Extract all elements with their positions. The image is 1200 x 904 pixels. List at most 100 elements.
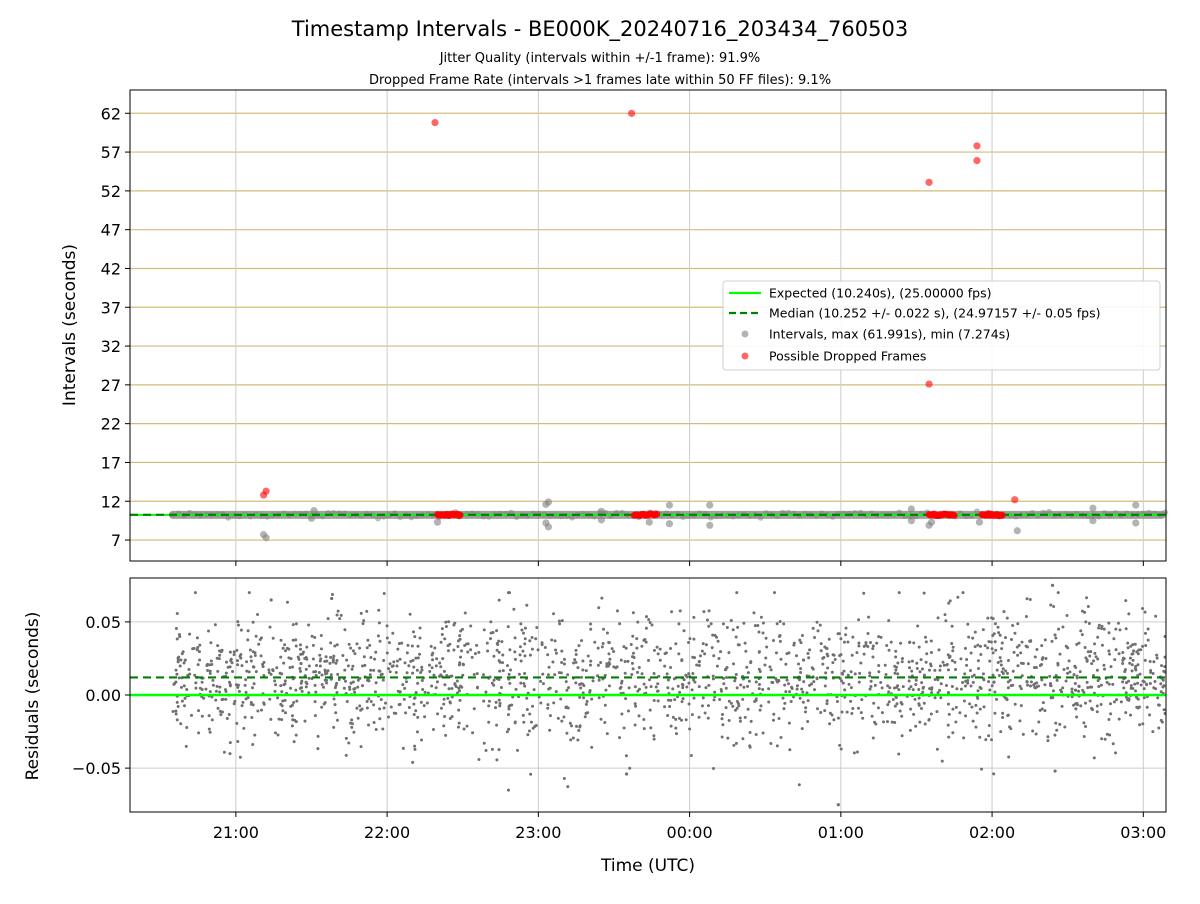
residual-point	[887, 648, 891, 652]
residual-point	[256, 709, 260, 713]
residual-point	[990, 616, 994, 620]
residual-point	[669, 646, 673, 650]
residual-point	[416, 715, 420, 719]
residual-point	[1082, 721, 1086, 725]
dropped-frame-point	[456, 511, 464, 519]
residual-point	[553, 639, 557, 643]
residual-point	[413, 747, 417, 751]
residual-point	[303, 674, 307, 678]
residual-point	[954, 720, 958, 724]
residual-point	[585, 699, 589, 703]
residual-point	[771, 639, 775, 643]
residual-point	[1079, 704, 1083, 708]
residual-point	[688, 727, 692, 731]
residual-point	[757, 650, 761, 654]
residual-point	[798, 678, 802, 682]
residual-point	[394, 671, 398, 675]
residual-point	[1126, 641, 1130, 645]
residual-point	[908, 728, 912, 732]
residual-point	[678, 690, 682, 694]
residual-point	[1029, 684, 1033, 688]
residual-point	[252, 665, 256, 669]
residual-point	[656, 682, 660, 686]
residual-point	[978, 644, 982, 648]
residual-point	[447, 620, 451, 624]
residual-point	[1159, 682, 1163, 686]
residual-point	[837, 632, 841, 636]
residual-point	[566, 785, 570, 789]
residual-point	[416, 681, 420, 685]
residual-point	[515, 748, 519, 752]
residual-point	[271, 668, 275, 672]
residual-point	[825, 702, 829, 706]
residual-point	[291, 718, 295, 722]
residual-point	[627, 686, 631, 690]
residual-point	[179, 685, 183, 689]
residual-point	[177, 655, 181, 659]
interval-point	[757, 514, 764, 521]
residual-point	[1065, 671, 1069, 675]
residual-point	[514, 687, 518, 691]
residual-point	[778, 620, 782, 624]
residual-point	[320, 705, 324, 709]
residual-point	[307, 664, 311, 668]
residual-point	[461, 673, 465, 677]
residual-point	[998, 633, 1002, 637]
residual-point	[457, 686, 461, 690]
residual-point	[748, 730, 752, 734]
residual-point	[924, 660, 928, 664]
residual-point	[871, 736, 875, 740]
residual-point	[1005, 616, 1009, 620]
residual-point	[739, 683, 743, 687]
residual-point	[317, 670, 321, 674]
residual-point	[919, 658, 923, 662]
dropped-frame-point	[431, 118, 439, 127]
residual-point	[946, 723, 950, 727]
residual-point	[482, 628, 486, 632]
residual-point	[642, 727, 646, 731]
residual-point	[236, 663, 240, 667]
residual-point	[821, 662, 825, 666]
residual-point	[179, 658, 183, 662]
residual-point	[213, 623, 217, 627]
residual-point	[495, 648, 499, 652]
residual-point	[1016, 653, 1020, 657]
residual-point	[216, 706, 220, 710]
residual-point	[236, 740, 240, 744]
residual-point	[539, 701, 543, 705]
residual-point	[807, 656, 811, 660]
residual-point	[626, 709, 630, 713]
residual-point	[757, 630, 761, 634]
residual-point	[253, 733, 257, 737]
residual-point	[254, 634, 258, 638]
residual-point	[457, 689, 461, 693]
residual-point	[1162, 669, 1166, 673]
residual-point	[692, 637, 696, 641]
residual-point	[343, 679, 347, 683]
residual-point	[608, 657, 612, 661]
residual-point	[319, 647, 323, 651]
residual-point	[894, 655, 898, 659]
residual-point	[394, 711, 398, 715]
residual-point	[214, 689, 218, 693]
residual-point	[578, 724, 582, 728]
residual-point	[1058, 722, 1062, 726]
residual-point	[292, 700, 296, 704]
residual-point	[1108, 733, 1112, 737]
residual-point	[918, 720, 922, 724]
residual-point	[1119, 700, 1123, 704]
residual-point	[247, 670, 251, 674]
residual-point	[1139, 648, 1143, 652]
residual-point	[239, 628, 243, 632]
residual-point	[385, 651, 389, 655]
residual-point	[570, 724, 574, 728]
residual-point	[988, 659, 992, 663]
residual-point	[1127, 612, 1131, 616]
residual-point	[1131, 643, 1135, 647]
residual-point	[359, 611, 363, 615]
residual-point	[950, 659, 954, 663]
residual-point	[977, 667, 981, 671]
residual-point	[964, 679, 968, 683]
residual-point	[922, 701, 926, 705]
residual-point	[1077, 684, 1081, 688]
